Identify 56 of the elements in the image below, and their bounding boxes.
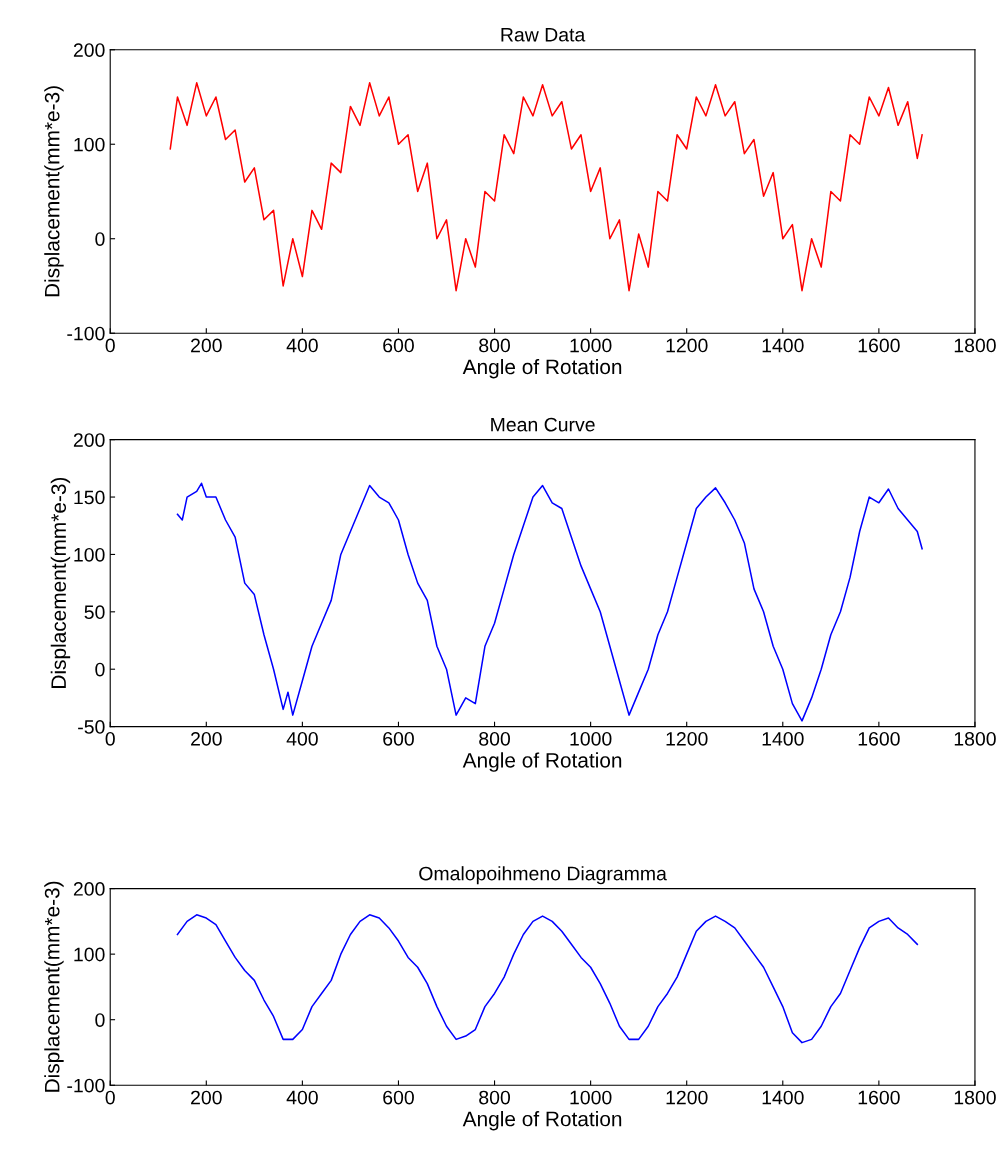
x-tick-label: 1800 bbox=[954, 731, 996, 746]
x-tick-label: 0 bbox=[105, 338, 115, 353]
x-tick-label: 0 bbox=[105, 1090, 115, 1105]
x-tick-label: 1400 bbox=[762, 731, 804, 746]
x-tick-label: 400 bbox=[286, 1090, 318, 1105]
x-tick-label: 1600 bbox=[858, 338, 900, 353]
y-axis-title: Displacement(mm*e-3) bbox=[44, 881, 64, 1092]
y-tick-label: 100 bbox=[74, 947, 105, 962]
y-tick-label: 0 bbox=[95, 662, 105, 677]
y-tick-label: 100 bbox=[74, 137, 105, 152]
y-tick-label: 0 bbox=[95, 1013, 105, 1027]
y-tick-label: 200 bbox=[73, 882, 105, 896]
y-tick-label: 150 bbox=[74, 490, 105, 505]
x-tick-label: 800 bbox=[479, 338, 510, 353]
x-axis-title: Angle of Rotation bbox=[462, 752, 622, 772]
chart-title: Omalopoihmeno Diagramma bbox=[419, 866, 667, 885]
x-tick-label: 200 bbox=[191, 338, 222, 353]
x-tick-label: 1000 bbox=[570, 731, 612, 746]
x-tick-label: 800 bbox=[479, 731, 510, 746]
x-axis-title: Angle of Rotation bbox=[462, 1111, 622, 1131]
x-tick-label: 600 bbox=[383, 1090, 414, 1105]
line-series bbox=[176, 914, 919, 1044]
x-tick-label: 400 bbox=[286, 338, 318, 353]
x-tick-label: 600 bbox=[383, 338, 414, 353]
line-series bbox=[176, 482, 923, 722]
x-tick-label: 200 bbox=[191, 731, 222, 746]
x-tick-label: 1000 bbox=[570, 1090, 612, 1105]
x-tick-label: 1200 bbox=[666, 338, 708, 353]
line-series bbox=[169, 82, 923, 292]
x-tick-label: 200 bbox=[191, 1090, 222, 1105]
x-tick-label: 600 bbox=[383, 731, 414, 746]
x-tick-label: 1800 bbox=[954, 338, 996, 353]
x-tick-label: 0 bbox=[105, 731, 115, 746]
x-tick-label: 1800 bbox=[954, 1090, 996, 1105]
y-tick-label: 200 bbox=[73, 433, 105, 447]
x-tick-label: 1200 bbox=[666, 731, 708, 746]
y-tick-label: 0 bbox=[95, 232, 105, 246]
x-tick-label: 1200 bbox=[666, 1090, 708, 1105]
y-tick-label: 50 bbox=[84, 605, 105, 620]
y-axis-title: Displacement(mm*e-3) bbox=[50, 477, 71, 688]
x-axis-title: Angle of Rotation bbox=[462, 358, 622, 379]
x-tick-label: 800 bbox=[479, 1090, 510, 1105]
x-tick-label: 1000 bbox=[570, 338, 612, 353]
y-tick-label: 200 bbox=[73, 43, 105, 57]
x-tick-label: 1400 bbox=[762, 338, 804, 353]
y-tick-label: -100 bbox=[67, 1078, 105, 1093]
y-axis-title: Displacement(mm*e-3) bbox=[44, 86, 64, 297]
x-tick-label: 1400 bbox=[762, 1090, 804, 1105]
x-tick-label: 1600 bbox=[858, 731, 900, 746]
x-tick-label: 400 bbox=[286, 731, 318, 746]
x-tick-label: 1600 bbox=[858, 1090, 900, 1105]
y-tick-label: -100 bbox=[67, 326, 105, 341]
y-tick-label: -50 bbox=[78, 720, 105, 734]
chart-title: Mean Curve bbox=[491, 417, 595, 432]
y-tick-label: 100 bbox=[74, 547, 105, 562]
chart-title: Raw Data bbox=[501, 28, 586, 42]
